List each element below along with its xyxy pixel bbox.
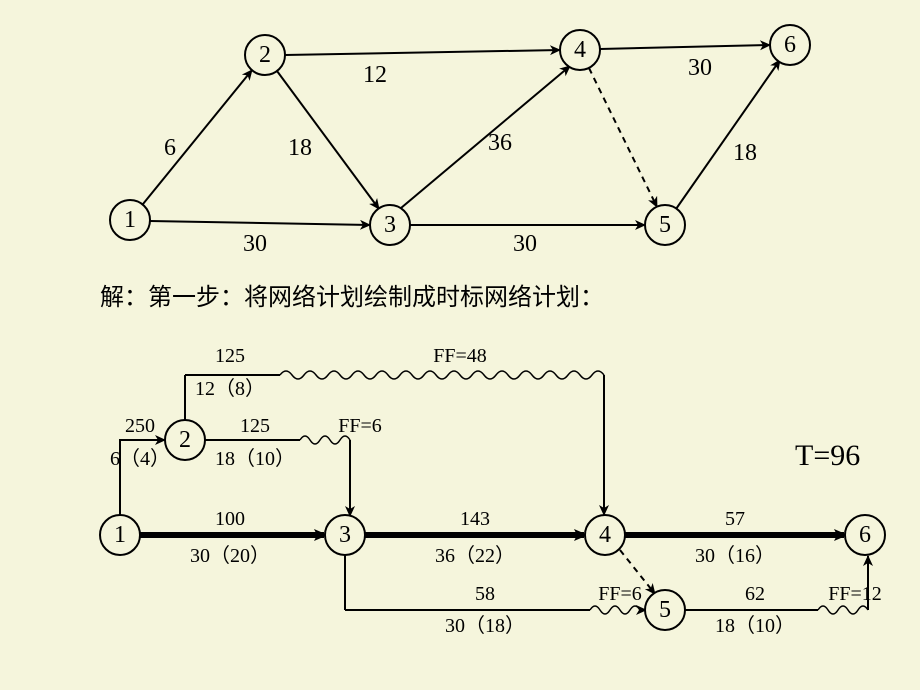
edge2-2-3-top: 125: [240, 415, 270, 437]
node-3: 3: [370, 205, 410, 245]
svg-text:4: 4: [574, 37, 586, 63]
edge2-3-5-wavy: [590, 606, 640, 614]
edge2-5-6-wavy: [818, 606, 868, 614]
edge2-1-2-top: 250: [125, 415, 155, 437]
edge2-3-5-bot: 30（18）: [445, 614, 525, 637]
edge2-2-4-top: 125: [215, 345, 245, 367]
svg-text:1: 1: [124, 207, 136, 233]
edge2-1-3-top: 100: [215, 508, 245, 530]
edge-1-3: [150, 221, 370, 225]
edge-2-3-label: 18: [288, 135, 312, 161]
t-label: T=96: [795, 439, 860, 472]
edge2-5-6-top: 62: [745, 583, 765, 605]
edge2-1-2-bot: 6（4）: [110, 447, 170, 470]
edge-4-5-dashed: [589, 68, 657, 207]
edge-4-6: [600, 45, 770, 49]
ff-label-2: FF=6: [598, 583, 642, 605]
node2-4: 4: [585, 515, 625, 555]
svg-text:3: 3: [339, 522, 351, 548]
edge-5-6-label: 18: [733, 140, 757, 166]
edge2-4-6-bot: 30（16）: [695, 544, 775, 567]
caption-text: 解：第一步：将网络计划绘制成时标网络计划：: [100, 284, 604, 311]
ff-label-0: FF=6: [338, 415, 382, 437]
edge2-4-6-top: 57: [725, 508, 745, 530]
edge-3-4-label: 36: [488, 130, 512, 156]
svg-text:2: 2: [179, 427, 191, 453]
node2-2: 2: [165, 420, 205, 460]
ff-label-1: FF=48: [433, 345, 487, 367]
edge-2-4: [285, 50, 560, 55]
svg-text:5: 5: [659, 212, 671, 238]
node-5: 5: [645, 205, 685, 245]
edge-1-3-label: 30: [243, 231, 267, 257]
node-4: 4: [560, 30, 600, 70]
node-6: 6: [770, 25, 810, 65]
svg-text:6: 6: [859, 522, 871, 548]
svg-text:1: 1: [114, 522, 126, 548]
edge-3-4: [401, 66, 570, 208]
edge2-2-4-wavy: [280, 371, 604, 379]
node2-1: 1: [100, 515, 140, 555]
diagram-2: 100 30（20） 143 36（22） 57 30（16） 250 6（4）…: [100, 345, 885, 637]
node-2: 2: [245, 35, 285, 75]
svg-text:5: 5: [659, 597, 671, 623]
ff-label-3: FF=12: [828, 583, 882, 605]
edge-4-6-label: 30: [688, 55, 712, 81]
edge-2-4-label: 12: [363, 62, 387, 88]
edge-1-2-label: 6: [164, 135, 176, 161]
edge-3-5-label: 30: [513, 231, 537, 257]
edge2-2-4-bot: 12（8）: [195, 377, 265, 400]
svg-text:2: 2: [259, 42, 271, 68]
edge-1-2: [143, 70, 252, 204]
edge2-5-6-bot: 18（10）: [715, 614, 795, 637]
edge2-3-5-top: 58: [475, 583, 495, 605]
edge2-3-4-bot: 36（22）: [435, 544, 515, 567]
edge2-3-4-top: 143: [460, 508, 490, 530]
edge2-2-3-wavy: [300, 436, 350, 444]
node2-6: 6: [845, 515, 885, 555]
node2-3: 3: [325, 515, 365, 555]
edge2-2-3-bot: 18（10）: [215, 447, 295, 470]
svg-text:4: 4: [599, 522, 611, 548]
edge-5-6: [676, 60, 780, 209]
node-1: 1: [110, 200, 150, 240]
edge2-1-3-bot: 30（20）: [190, 544, 270, 567]
diagram-canvas: 6 30 18 12 36 30 30 18 1 2 3 4 5 6 解：第一步…: [0, 0, 920, 690]
diagram-1: 6 30 18 12 36 30 30 18 1 2 3 4 5 6: [110, 25, 810, 257]
svg-text:3: 3: [384, 212, 396, 238]
svg-text:6: 6: [784, 32, 796, 58]
node2-5: 5: [645, 590, 685, 630]
